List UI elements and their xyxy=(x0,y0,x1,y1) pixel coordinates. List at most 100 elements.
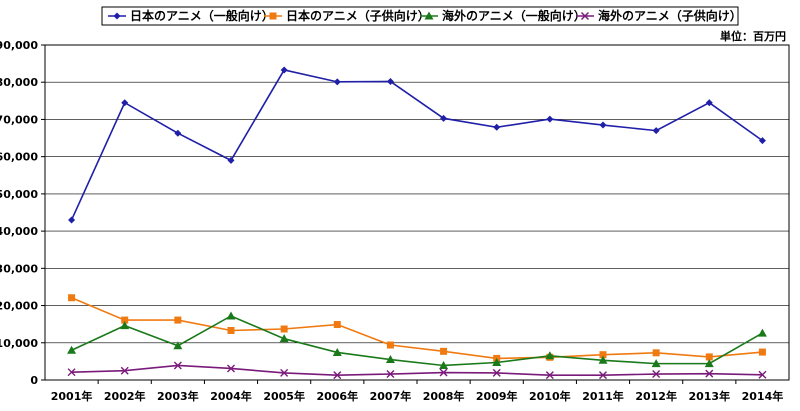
legend-label: 海外のアニメ（一般向け） xyxy=(442,8,586,23)
data-point xyxy=(333,78,341,86)
data-point xyxy=(174,129,182,137)
legend-label: 海外のアニメ（子供向け） xyxy=(598,8,742,23)
y-tick-label: 70,000 xyxy=(0,113,38,126)
legend-item: 海外のアニメ（一般向け） xyxy=(420,8,586,23)
legend: 日本のアニメ（一般向け） 日本のアニメ（子供向け） 海外のアニメ（一般向け） 海外のア… xyxy=(101,6,742,26)
x-tick-label: 2008年 xyxy=(423,389,465,403)
data-point xyxy=(121,316,129,324)
data-point xyxy=(173,341,183,350)
legend-item: 日本のアニメ（子供向け） xyxy=(264,8,430,23)
x-marker-stroke xyxy=(545,371,554,380)
data-point xyxy=(174,316,182,324)
x-marker-stroke xyxy=(599,371,607,380)
data-point xyxy=(68,294,76,302)
data-point xyxy=(227,156,235,164)
legend-marker xyxy=(113,12,121,20)
x-marker-stroke xyxy=(705,369,714,378)
data-point xyxy=(546,115,554,123)
data-point xyxy=(227,326,235,334)
series-4 xyxy=(67,361,767,380)
data-point xyxy=(599,121,607,129)
data-point xyxy=(386,341,394,349)
data-point xyxy=(493,123,501,131)
y-tick-label: 10,000 xyxy=(0,337,38,350)
data-point xyxy=(705,353,713,361)
x-tick-label: 2005年 xyxy=(263,389,305,403)
data-point xyxy=(67,345,77,354)
x-marker-stroke xyxy=(492,368,501,377)
data-point xyxy=(599,351,607,359)
series-1 xyxy=(68,66,766,224)
data-point xyxy=(439,360,449,369)
data-point xyxy=(705,99,713,107)
x-tick-label: 2014年 xyxy=(742,389,784,403)
data-point xyxy=(386,370,395,379)
x-tick-label: 2012年 xyxy=(635,389,677,403)
data-point xyxy=(279,334,289,343)
data-point xyxy=(598,355,608,364)
y-tick-label: 50,000 xyxy=(0,188,38,201)
x-marker-stroke xyxy=(333,371,342,380)
x-marker-stroke xyxy=(120,366,129,375)
legend-label: 日本のアニメ（子供向け） xyxy=(286,8,430,23)
data-point xyxy=(652,370,661,379)
data-point xyxy=(332,347,342,356)
data-point xyxy=(226,311,236,320)
data-point xyxy=(758,348,766,356)
x-marker-stroke xyxy=(758,370,767,379)
x-marker-stroke xyxy=(67,368,76,377)
x-marker-stroke xyxy=(280,368,289,377)
series-line xyxy=(71,315,763,367)
x-marker-stroke xyxy=(173,361,182,370)
data-point xyxy=(67,368,76,377)
data-point xyxy=(439,368,448,377)
data-point xyxy=(333,371,342,380)
x-marker-stroke xyxy=(581,12,589,20)
y-tick-label: 30,000 xyxy=(0,262,38,275)
plot-area xyxy=(44,44,790,381)
legend-marker xyxy=(269,12,277,20)
legend-marker xyxy=(581,12,589,20)
x-marker-stroke xyxy=(439,368,448,377)
data-point xyxy=(758,370,767,379)
unit-label: 単位：百万円 xyxy=(720,29,786,43)
data-point xyxy=(120,321,130,330)
legend-marker xyxy=(424,11,434,20)
x-marker-stroke xyxy=(386,370,395,379)
x-tick-label: 2006年 xyxy=(316,389,358,403)
data-point xyxy=(440,114,448,122)
x-axis: 2001年 2002年 2003年 2004年 2005年 2006年 2007年 2008年… xyxy=(51,380,783,403)
data-point xyxy=(652,127,660,135)
data-point xyxy=(492,358,502,367)
data-point xyxy=(333,321,341,329)
legend-item: 日本のアニメ（一般向け） xyxy=(108,8,274,23)
y-tick-label: 20,000 xyxy=(0,300,38,313)
data-point xyxy=(121,99,129,107)
data-point xyxy=(385,355,395,364)
data-point xyxy=(440,347,448,355)
data-point xyxy=(227,364,235,373)
x-tick-label: 2011年 xyxy=(582,389,624,403)
legend-item: 海外のアニメ（子供向け） xyxy=(576,8,742,23)
data-point xyxy=(280,368,289,377)
y-tick-label: 60,000 xyxy=(0,151,38,164)
series-line xyxy=(71,297,763,360)
series-line xyxy=(71,364,763,376)
legend-label: 日本のアニメ（一般向け） xyxy=(130,8,274,23)
data-point xyxy=(705,369,714,378)
data-point xyxy=(173,361,182,370)
series-line xyxy=(70,69,763,221)
data-point xyxy=(120,366,129,375)
y-tick-label: 0 xyxy=(30,374,38,387)
series-layer xyxy=(67,66,767,380)
data-point xyxy=(386,77,394,85)
x-marker-stroke xyxy=(652,370,661,379)
data-point xyxy=(757,328,767,337)
x-tick-label: 2013年 xyxy=(688,389,730,403)
data-point xyxy=(545,351,555,360)
data-point xyxy=(68,216,76,224)
data-point xyxy=(545,371,554,380)
data-point xyxy=(704,359,714,368)
data-point xyxy=(280,66,288,74)
